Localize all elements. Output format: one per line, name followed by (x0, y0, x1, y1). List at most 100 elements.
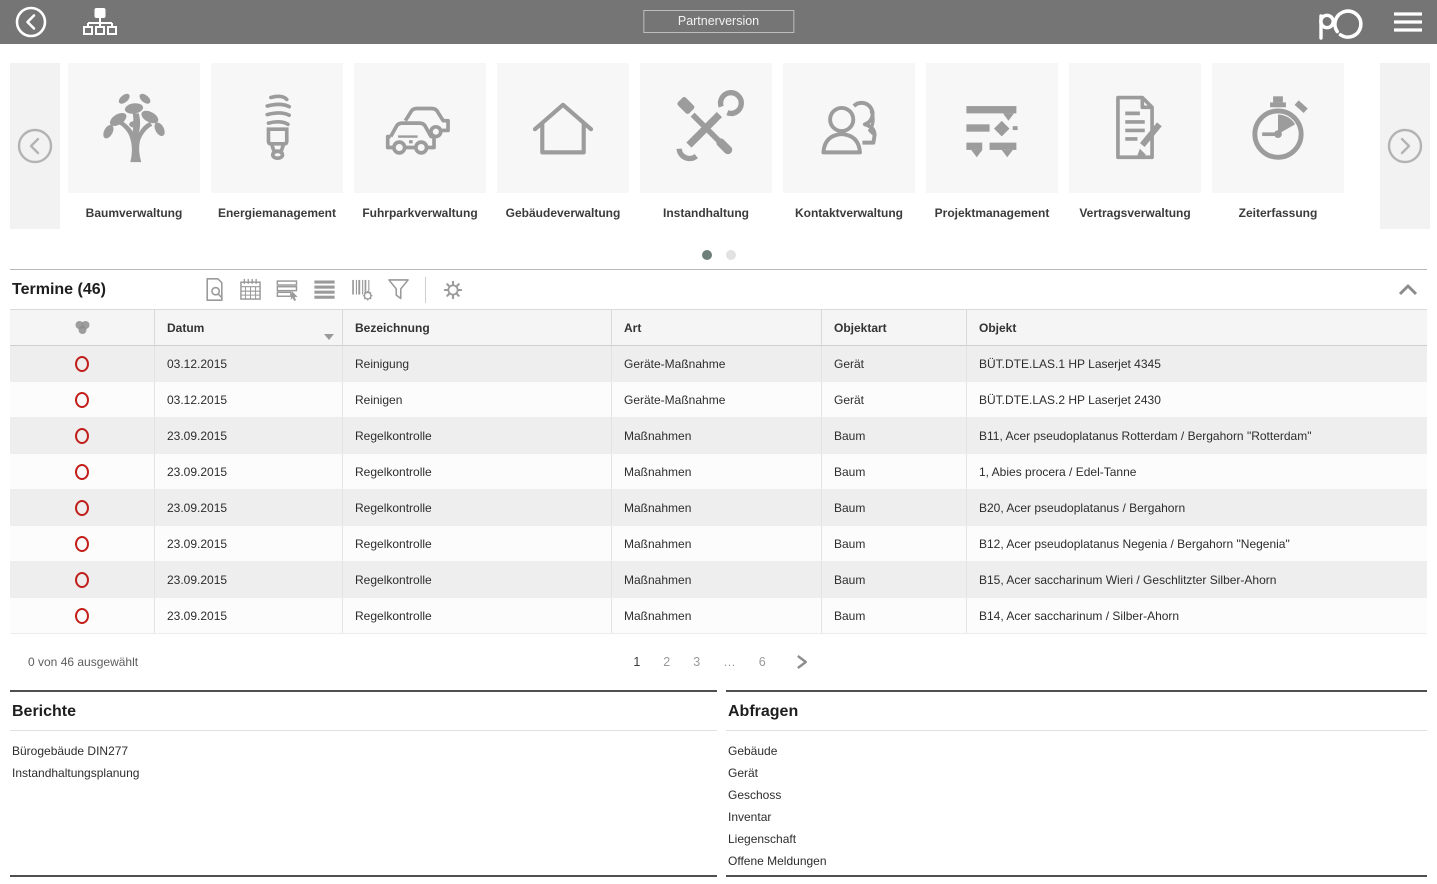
house-icon (524, 89, 602, 167)
list-icon[interactable] (311, 276, 338, 303)
menu-button[interactable] (1393, 11, 1423, 33)
hamburger-icon (1393, 11, 1423, 33)
column-header-objekt[interactable]: Objekt (967, 310, 1427, 345)
abfrage-link[interactable]: Offene Meldungen (726, 850, 827, 872)
module-carousel: Baumverwaltung Energiemanagement (0, 63, 1437, 229)
table-footer: 0 von 46 ausgewählt 1 2 3 … 6 (10, 634, 1427, 690)
chevron-left-icon (28, 16, 35, 29)
cell-bezeichnung: Reinigen (343, 382, 612, 417)
page-1[interactable]: 1 (628, 653, 645, 671)
sort-desc-icon (324, 334, 334, 340)
page-3[interactable]: 3 (688, 653, 705, 671)
column-header-datum[interactable]: Datum (155, 310, 343, 345)
cell-art: Maßnahmen (612, 454, 822, 489)
bericht-link[interactable]: Bürogebäude DIN277 (10, 740, 128, 762)
cell-objekt: B11, Acer pseudoplatanus Rotterdam / Ber… (967, 418, 1427, 453)
column-label: Art (624, 321, 641, 335)
chevron-right-icon (794, 654, 809, 670)
next-page-button[interactable] (794, 654, 809, 670)
module-tile-fuhrparkverwaltung[interactable]: Fuhrparkverwaltung (354, 63, 486, 229)
column-header-art[interactable]: Art (612, 310, 822, 345)
table-row[interactable]: 23.09.2015 Regelkontrolle Maßnahmen Baum… (10, 562, 1427, 598)
berichte-title: Berichte (10, 692, 717, 731)
module-tile-zeiterfassung[interactable]: Zeiterfassung (1212, 63, 1344, 229)
table-row[interactable]: 23.09.2015 Regelkontrolle Maßnahmen Baum… (10, 454, 1427, 490)
abfrage-link[interactable]: Geschoss (726, 784, 781, 806)
module-tile-gebaeudeverwaltung[interactable]: Gebäudeverwaltung (497, 63, 629, 229)
status-indicator (75, 500, 89, 516)
sitemap-button[interactable] (82, 7, 118, 37)
cell-art: Maßnahmen (612, 526, 822, 561)
module-label: Baumverwaltung (68, 206, 200, 220)
termine-header: Termine (46) (10, 270, 1427, 309)
termine-section: Termine (46) (10, 269, 1427, 690)
carousel-next-button[interactable] (1380, 63, 1430, 229)
carousel-dot-1[interactable] (702, 250, 712, 260)
cell-datum: 23.09.2015 (155, 418, 343, 453)
cell-datum: 03.12.2015 (155, 346, 343, 381)
column-header-bezeichnung[interactable]: Bezeichnung (343, 310, 612, 345)
partnerversion-button[interactable]: Partnerversion (643, 10, 794, 33)
abfrage-link[interactable]: Gebäude (726, 740, 777, 762)
module-tile-kontaktverwaltung[interactable]: Kontaktverwaltung (783, 63, 915, 229)
carousel-dot-2[interactable] (726, 250, 736, 260)
module-tile-baumverwaltung[interactable]: Baumverwaltung (68, 63, 200, 229)
status-indicator (75, 464, 89, 480)
module-label: Projektmanagement (926, 206, 1058, 220)
energy-bulb-icon (238, 89, 316, 167)
chevron-right-circle-icon (1386, 127, 1424, 165)
selection-count: 0 von 46 ausgewählt (10, 655, 138, 669)
report-preview-icon[interactable] (201, 276, 228, 303)
collapse-section-button[interactable] (1397, 283, 1419, 297)
table-row[interactable]: 23.09.2015 Regelkontrolle Maßnahmen Baum… (10, 526, 1427, 562)
cell-objektart: Baum (822, 562, 967, 597)
cell-datum: 23.09.2015 (155, 454, 343, 489)
page-6[interactable]: 6 (754, 653, 771, 671)
column-label: Bezeichnung (355, 321, 430, 335)
cell-bezeichnung: Regelkontrolle (343, 526, 612, 561)
filter-icon[interactable] (385, 276, 412, 303)
cell-objektart: Baum (822, 526, 967, 561)
sitemap-icon (82, 7, 118, 37)
bericht-link[interactable]: Instandhaltungsplanung (10, 762, 139, 784)
abfrage-link[interactable]: Gerät (726, 762, 758, 784)
column-header-objektart[interactable]: Objektart (822, 310, 967, 345)
cell-datum: 23.09.2015 (155, 598, 343, 633)
sliders-icon (952, 89, 1032, 167)
cell-art: Geräte-Maßnahme (612, 382, 822, 417)
cell-objekt: B14, Acer saccharinum / Silber-Ahorn (967, 598, 1427, 633)
cell-art: Maßnahmen (612, 490, 822, 525)
carousel-prev-button[interactable] (10, 63, 60, 229)
table-row[interactable]: 23.09.2015 Regelkontrolle Maßnahmen Baum… (10, 598, 1427, 634)
module-tile-energiemanagement[interactable]: Energiemanagement (211, 63, 343, 229)
row-select-icon[interactable] (273, 276, 302, 303)
cell-art: Geräte-Maßnahme (612, 346, 822, 381)
module-tile-instandhaltung[interactable]: Instandhaltung (640, 63, 772, 229)
table-row[interactable]: 03.12.2015 Reinigung Geräte-Maßnahme Ger… (10, 346, 1427, 382)
topbar: Partnerversion (0, 0, 1437, 44)
table-row[interactable]: 23.09.2015 Regelkontrolle Maßnahmen Baum… (10, 418, 1427, 454)
module-tile-vertragsverwaltung[interactable]: Vertragsverwaltung (1069, 63, 1201, 229)
status-indicator (75, 608, 89, 624)
table-row[interactable]: 23.09.2015 Regelkontrolle Maßnahmen Baum… (10, 490, 1427, 526)
contract-pencil-icon (1096, 89, 1174, 167)
status-indicator (75, 392, 89, 408)
app-logo[interactable] (1313, 2, 1365, 42)
cell-objekt: B15, Acer saccharinum Wieri / Geschlitzt… (967, 562, 1427, 597)
page-2[interactable]: 2 (658, 653, 675, 671)
status-column-header[interactable] (10, 310, 155, 345)
calendar-icon[interactable] (237, 276, 264, 303)
status-cluster-icon (72, 319, 93, 337)
cell-bezeichnung: Regelkontrolle (343, 454, 612, 489)
back-button[interactable] (14, 5, 48, 39)
settings-icon[interactable] (439, 276, 467, 304)
abfrage-link[interactable]: Inventar (726, 806, 771, 828)
column-label: Objektart (834, 321, 887, 335)
table-row[interactable]: 03.12.2015 Reinigen Geräte-Maßnahme Gerä… (10, 382, 1427, 418)
chevron-up-icon (1397, 283, 1419, 297)
module-label: Energiemanagement (211, 206, 343, 220)
cell-datum: 23.09.2015 (155, 490, 343, 525)
barcode-settings-icon[interactable] (347, 276, 376, 303)
module-tile-projektmanagement[interactable]: Projektmanagement (926, 63, 1058, 229)
abfrage-link[interactable]: Liegenschaft (726, 828, 796, 850)
